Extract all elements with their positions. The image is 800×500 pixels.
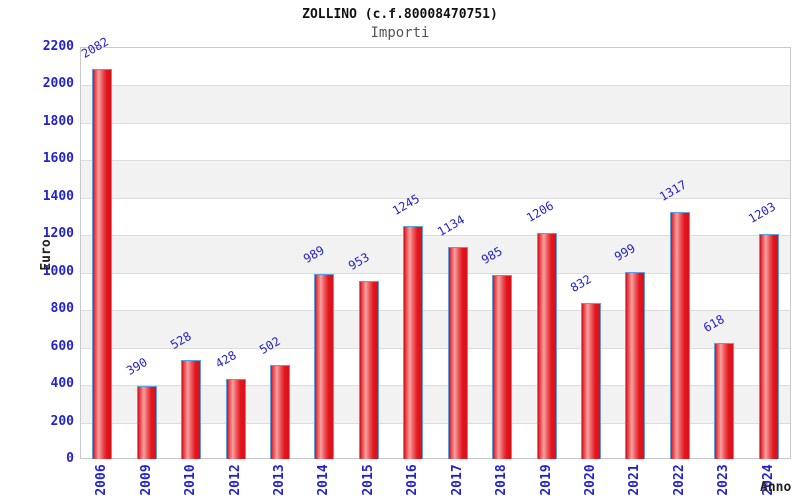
x-tick-label-2009: 2009: [138, 464, 154, 496]
x-tick-label-2021: 2021: [627, 464, 643, 496]
x-tick-label-2010: 2010: [183, 464, 199, 496]
x-tick-label-2006: 2006: [94, 464, 110, 496]
y-tick-label: 1800: [42, 113, 74, 129]
x-tick-label-2014: 2014: [316, 464, 332, 496]
bar-2023: [714, 343, 735, 459]
y-tick-label: 600: [50, 338, 74, 354]
x-tick-label-2016: 2016: [405, 464, 421, 496]
y-tick-label: 800: [50, 301, 74, 317]
y-tick-label: 1000: [42, 263, 74, 279]
y-tick-label: 2200: [42, 39, 74, 54]
y-tick-label: 0: [66, 451, 74, 466]
y-tick-label: 1400: [42, 188, 74, 204]
bar-2010: [181, 360, 202, 459]
bar-2006: [92, 69, 113, 459]
y-tick-label: 1200: [42, 226, 74, 242]
bar-2022: [669, 212, 690, 459]
y-tick-label: 200: [50, 413, 74, 429]
bar-2012: [225, 378, 246, 459]
grid-band: [81, 197, 790, 235]
x-tick-label-2017: 2017: [449, 464, 465, 496]
bar-2024: [758, 233, 779, 459]
x-tick-label-2020: 2020: [583, 464, 599, 496]
bar-2016: [403, 225, 424, 459]
grid-band: [81, 122, 790, 160]
bar-2018: [492, 274, 513, 459]
bar-2019: [536, 233, 557, 459]
y-tick-label: 400: [50, 376, 74, 392]
x-tick-label-2018: 2018: [494, 464, 510, 496]
grid-band: [81, 347, 790, 385]
x-tick-label-2019: 2019: [538, 464, 554, 496]
x-tick-label-2023: 2023: [716, 464, 732, 496]
x-tick-label-2013: 2013: [271, 464, 287, 496]
x-tick-label-2012: 2012: [227, 464, 243, 496]
bar-2017: [447, 246, 468, 459]
chart-title: ZOLLINO (c.f.80008470751): [302, 7, 498, 22]
grid-band: [81, 48, 790, 85]
grid-band: [81, 272, 790, 310]
y-tick-label: 1600: [42, 151, 74, 167]
bar-2013: [269, 364, 290, 459]
x-tick-label-2022: 2022: [671, 464, 687, 496]
y-tick-label: 2000: [42, 76, 74, 92]
bar-2021: [625, 271, 646, 459]
grid-band: [81, 160, 790, 198]
bar-2020: [581, 303, 602, 459]
x-axis-title: Anno: [760, 480, 792, 495]
grid-band: [81, 85, 790, 123]
grid-band: [81, 422, 790, 460]
bar-2009: [136, 385, 157, 459]
chart-subtitle: Importi: [370, 25, 430, 41]
bar-2015: [358, 280, 379, 459]
bar-2014: [314, 273, 335, 459]
x-tick-label-2015: 2015: [360, 464, 376, 496]
y-axis-title: Euro: [39, 239, 54, 271]
